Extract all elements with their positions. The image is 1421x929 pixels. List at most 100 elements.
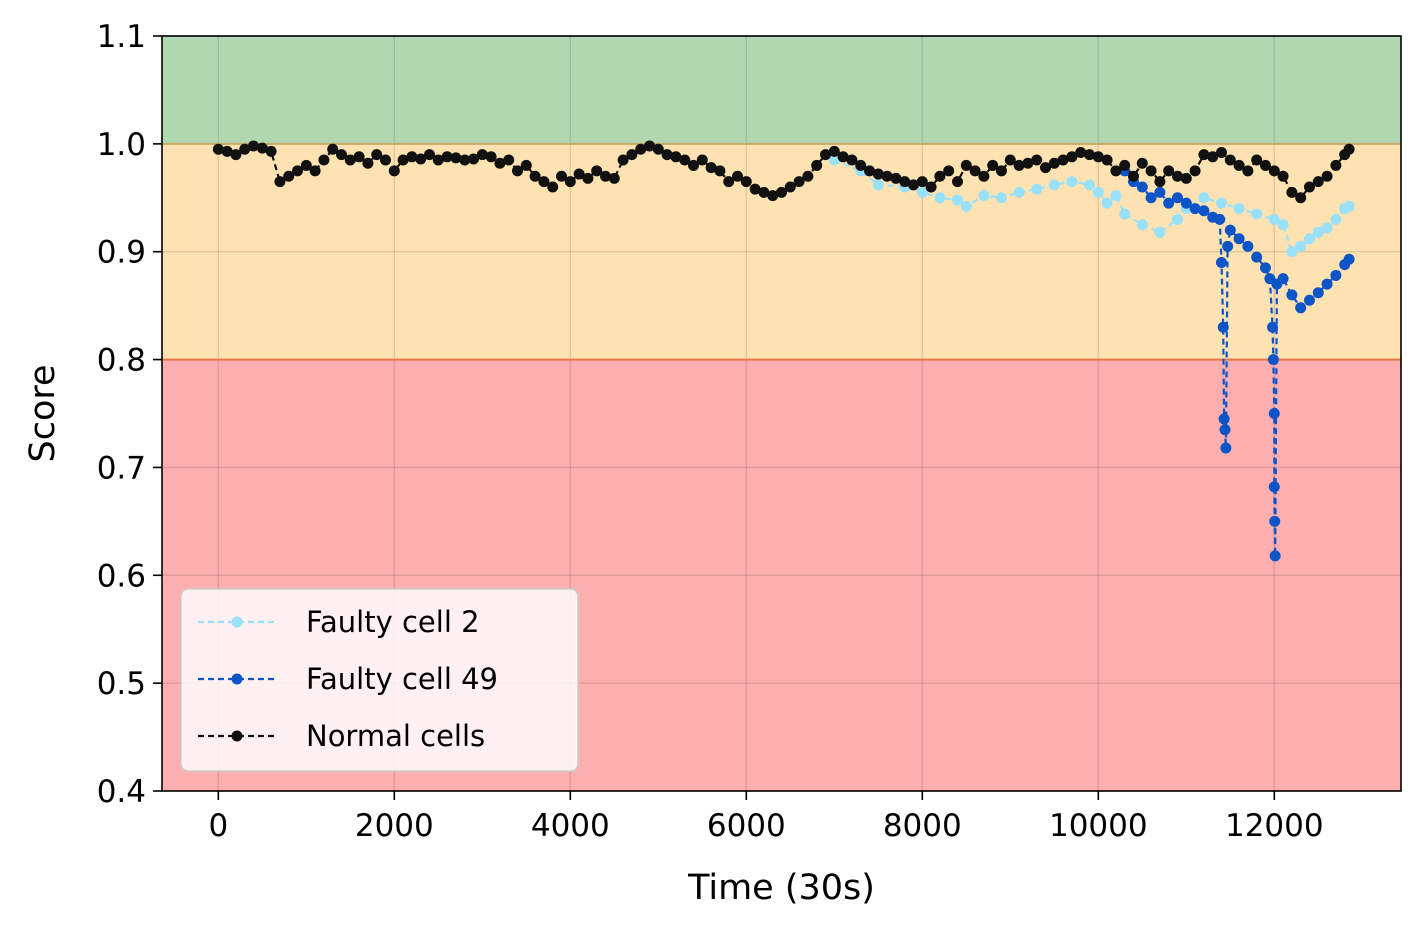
data-point — [1145, 165, 1157, 177]
data-point — [1154, 176, 1166, 188]
data-point — [969, 165, 981, 177]
data-point — [1286, 289, 1298, 301]
data-point — [767, 190, 779, 202]
data-point — [1013, 186, 1025, 198]
data-point — [696, 154, 708, 166]
data-point — [1224, 224, 1236, 236]
y-tick-label: 0.9 — [97, 235, 146, 271]
data-point — [916, 186, 928, 198]
data-point — [547, 181, 559, 193]
data-point — [1303, 294, 1315, 306]
data-point — [872, 179, 884, 191]
data-point — [661, 149, 673, 161]
data-point — [468, 153, 480, 165]
legend-item: Faulty cell 49 — [198, 662, 498, 696]
data-point — [1039, 162, 1051, 174]
data-point — [1268, 213, 1280, 225]
data-point — [1198, 149, 1210, 161]
data-point — [846, 154, 858, 166]
data-point — [1163, 165, 1175, 177]
data-point — [978, 170, 990, 182]
data-point — [309, 165, 321, 177]
data-point — [564, 176, 576, 188]
data-point — [1083, 149, 1095, 161]
x-tick-label: 6000 — [707, 808, 786, 844]
y-tick-label: 1.0 — [97, 127, 146, 163]
data-series — [212, 140, 1355, 562]
data-point — [336, 149, 348, 161]
data-point — [670, 151, 682, 163]
data-point — [1268, 165, 1280, 177]
x-tick-label: 10000 — [1049, 808, 1148, 844]
data-point — [1119, 159, 1131, 171]
data-point — [899, 176, 911, 188]
data-point — [608, 172, 620, 184]
data-point — [591, 165, 603, 177]
data-point — [987, 159, 999, 171]
y-tick-label: 0.6 — [97, 558, 146, 594]
data-point — [529, 170, 541, 182]
data-point — [1269, 550, 1281, 562]
data-point — [1215, 197, 1227, 209]
data-point — [1145, 192, 1157, 204]
data-point — [828, 154, 840, 166]
data-point — [1219, 424, 1231, 436]
legend-item: Normal cells — [198, 719, 485, 753]
series-2 — [212, 140, 1355, 204]
data-point — [1343, 143, 1355, 155]
data-point — [890, 172, 902, 184]
data-point — [1222, 240, 1234, 252]
data-point — [1295, 302, 1307, 314]
data-point — [1101, 197, 1113, 209]
data-point — [951, 176, 963, 188]
data-point — [943, 165, 955, 177]
data-point — [362, 157, 374, 169]
series-0 — [828, 154, 1355, 258]
data-point — [1057, 154, 1069, 166]
x-axis: 0 2000 4000 6000 8000 10000 12000 — [208, 791, 1324, 844]
data-point — [415, 153, 427, 165]
y-axis: 0.4 0.5 0.6 0.7 0.8 0.9 1.0 1.1 — [97, 19, 162, 810]
data-point — [432, 154, 444, 166]
data-point — [828, 145, 840, 157]
legend-label: Faulty cell 2 — [306, 605, 480, 639]
data-point — [406, 151, 418, 163]
data-point — [626, 149, 638, 161]
data-point — [732, 170, 744, 182]
data-point — [644, 140, 656, 152]
data-point — [1277, 219, 1289, 231]
x-axis-label: Time (30s) — [687, 868, 875, 908]
data-point — [1269, 515, 1281, 527]
data-point — [960, 159, 972, 171]
data-point — [1110, 190, 1122, 202]
data-point — [388, 165, 400, 177]
data-point — [1343, 200, 1355, 212]
data-point — [1101, 154, 1113, 166]
data-point — [1259, 262, 1271, 274]
data-point — [688, 159, 700, 171]
data-point — [1171, 170, 1183, 182]
data-point — [740, 176, 752, 188]
legend-swatch-marker — [231, 730, 243, 742]
data-point — [1330, 213, 1342, 225]
data-point — [1092, 151, 1104, 163]
data-point — [1066, 151, 1078, 163]
data-point — [582, 172, 594, 184]
data-point — [397, 154, 409, 166]
data-point — [1171, 213, 1183, 225]
data-point — [380, 154, 392, 166]
data-point — [459, 154, 471, 166]
x-tick-label: 2000 — [355, 808, 434, 844]
data-point — [371, 149, 383, 161]
data-point — [784, 181, 796, 193]
data-point — [1303, 233, 1315, 245]
data-point — [1110, 165, 1122, 177]
legend-box — [180, 588, 579, 772]
data-point — [248, 140, 260, 152]
data-point — [600, 170, 612, 182]
data-point — [1330, 159, 1342, 171]
data-point — [1031, 154, 1043, 166]
data-point — [907, 179, 919, 191]
data-point — [1215, 257, 1227, 268]
